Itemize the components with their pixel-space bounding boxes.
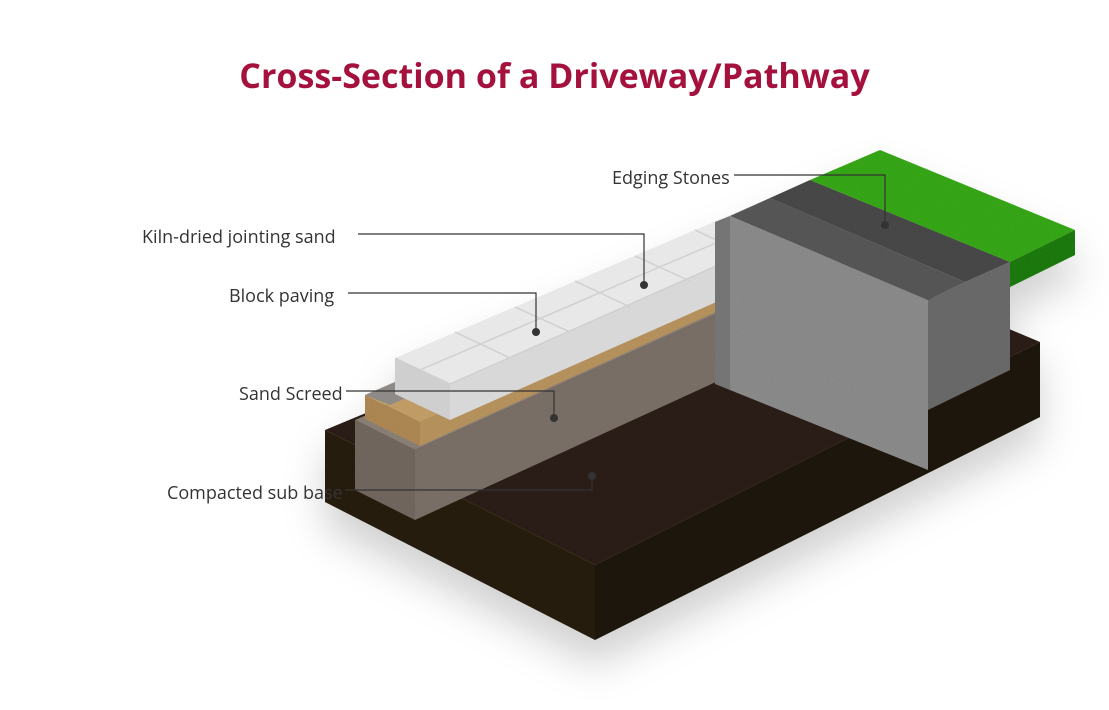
cross-section-diagram (0, 0, 1109, 710)
leader-dot-edging (881, 221, 889, 229)
label-paving: Block paving (229, 284, 334, 308)
leader-dot-screed (550, 414, 558, 422)
label-subbase: Compacted sub base (167, 481, 343, 505)
block-group (325, 150, 1075, 640)
label-screed: Sand Screed (239, 382, 343, 406)
edging-tiny (715, 216, 730, 390)
label-edging: Edging Stones (612, 166, 730, 190)
leader-dot-jointing (640, 281, 648, 289)
leader-dot-paving (532, 328, 540, 336)
label-jointing: Kiln-dried jointing sand (142, 225, 336, 249)
leader-dot-subbase (588, 472, 596, 480)
